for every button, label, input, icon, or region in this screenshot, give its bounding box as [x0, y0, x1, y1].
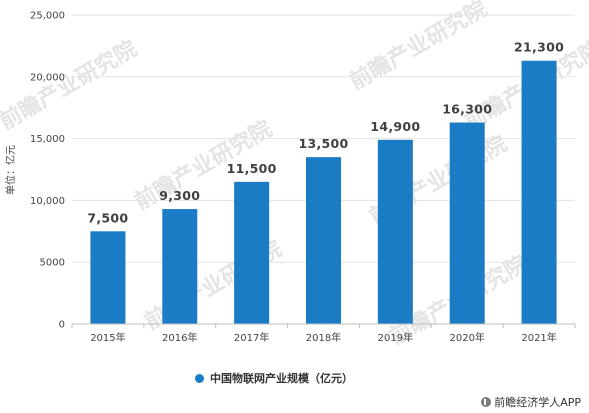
data-label: 13,500 [298, 136, 348, 151]
bar [234, 181, 270, 324]
y-tick-label: 25,000 [30, 11, 65, 22]
bar [306, 157, 341, 324]
y-tick-label: 10,000 [30, 196, 65, 207]
bar [162, 209, 198, 324]
bar [377, 139, 413, 324]
data-label: 11,500 [227, 161, 277, 176]
watermark-text: 前瞻产业研究院 [0, 36, 141, 136]
x-axis-ticks: 2015年 2016年 2017年 2018年 2019年 2020年 2021年 [71, 324, 576, 344]
y-axis-ticks: 0 5000 10,000 15,000 20,000 25,000 [30, 11, 65, 331]
data-label: 7,500 [87, 210, 128, 225]
x-tick-label: 2018年 [306, 331, 341, 344]
x-tick-label: 2015年 [90, 331, 125, 344]
y-tick-label: 15,000 [30, 134, 65, 145]
qianzhan-source-icon [481, 397, 492, 407]
data-label: 9,300 [159, 188, 200, 203]
x-tick-label: 2019年 [378, 331, 413, 344]
data-label: 21,300 [514, 40, 564, 55]
data-label: 14,900 [370, 119, 420, 134]
y-tick-label: 20,000 [30, 72, 65, 83]
x-tick-label: 2020年 [449, 331, 484, 344]
y-tick-label: 5000 [40, 258, 65, 269]
x-tick-label: 2016年 [162, 331, 197, 344]
bar [449, 122, 485, 324]
source-text: 前瞻经济学人APP [494, 396, 581, 409]
x-tick-label: 2021年 [521, 331, 556, 344]
y-axis-label: 单位：亿元 [4, 145, 17, 195]
legend-marker [195, 373, 204, 383]
watermark-text: 前瞻产业研究院 [345, 0, 491, 95]
watermark-layer: 前瞻产业研究院前瞻产业研究院前瞻产业研究院前瞻产业研究院前瞻产业研究院前瞻产业研… [0, 0, 589, 350]
x-tick-label: 2017年 [234, 331, 269, 344]
legend: 中国物联网产业规模（亿元） [195, 370, 353, 386]
y-tick-label: 0 [59, 320, 65, 331]
source-credit: 前瞻经济学人APP [481, 394, 581, 410]
bars [90, 60, 557, 325]
bar [90, 231, 126, 324]
data-labels: 7,500 9,300 11,500 13,500 14,900 16,300 21,300 [87, 40, 564, 226]
data-label: 16,300 [442, 102, 492, 117]
bar [521, 60, 557, 325]
legend-label: 中国物联网产业规模（亿元） [210, 372, 353, 385]
